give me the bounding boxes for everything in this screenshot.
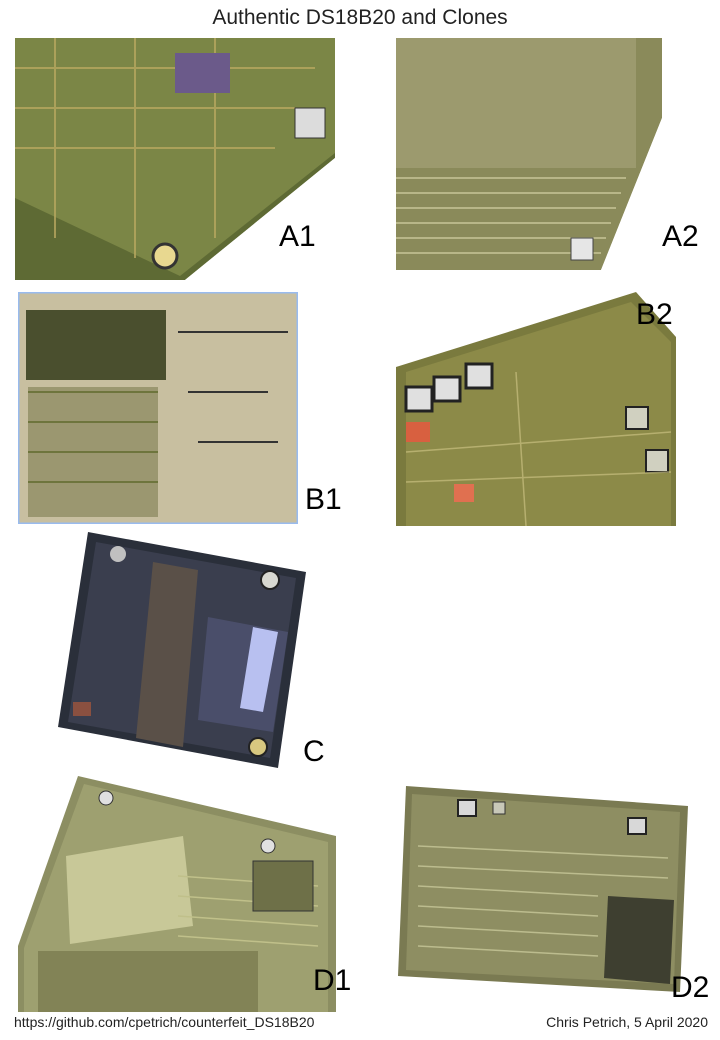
label-b1: B1 <box>305 483 342 516</box>
label-a1: A1 <box>279 220 316 253</box>
credit-line: Chris Petrich, 5 April 2020 <box>546 1014 708 1030</box>
label-d1: D1 <box>313 964 352 997</box>
label-d2: D2 <box>671 971 710 1004</box>
chip-die-icon <box>396 292 676 526</box>
chip-die-icon <box>398 786 688 992</box>
label-a2: A2 <box>662 220 699 253</box>
die-photo-c <box>58 532 306 768</box>
die-photo-b2 <box>396 292 676 526</box>
die-photo-a2 <box>396 38 662 270</box>
die-photo-d1 <box>18 776 336 1012</box>
chip-die-icon <box>18 292 298 524</box>
die-photo-b1 <box>18 292 298 524</box>
label-b2: B2 <box>636 298 673 331</box>
die-photo-d2 <box>398 786 688 992</box>
source-url: https://github.com/cpetrich/counterfeit_… <box>14 1014 315 1030</box>
chip-die-icon <box>58 532 306 768</box>
chip-die-icon <box>396 38 662 270</box>
page-title: Authentic DS18B20 and Clones <box>212 6 508 29</box>
chip-die-icon <box>15 38 335 280</box>
label-c: C <box>303 735 325 768</box>
die-photo-a1 <box>15 38 335 280</box>
chip-die-icon <box>18 776 336 1012</box>
